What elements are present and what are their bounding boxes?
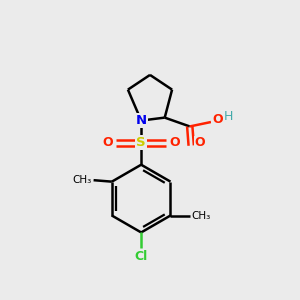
Text: O: O xyxy=(194,136,205,149)
Text: S: S xyxy=(136,136,146,149)
Text: CH₃: CH₃ xyxy=(73,175,92,184)
Text: O: O xyxy=(170,136,180,149)
Text: H: H xyxy=(224,110,233,123)
Text: Cl: Cl xyxy=(134,250,148,262)
Text: N: N xyxy=(136,114,147,127)
Text: O: O xyxy=(212,112,223,126)
Text: CH₃: CH₃ xyxy=(191,211,210,220)
Text: O: O xyxy=(102,136,112,149)
